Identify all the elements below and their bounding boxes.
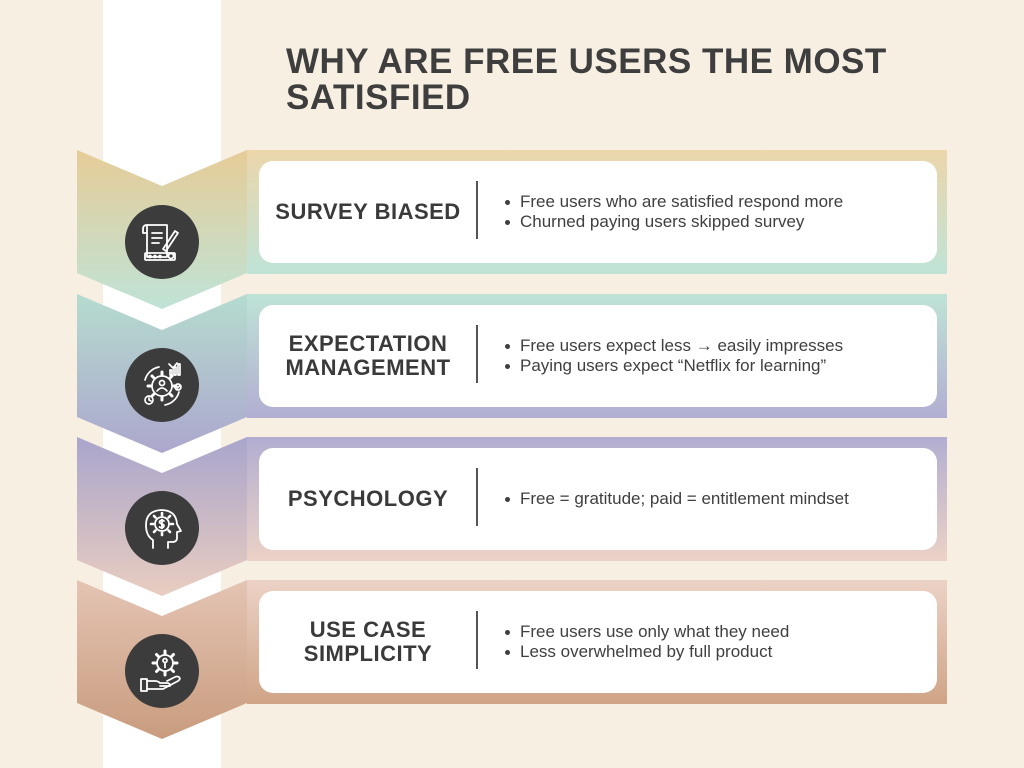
- bullet-item: Free users expect less → easily impresse…: [503, 336, 923, 356]
- bullet-list: Free = gratitude; paid = entitlement min…: [503, 448, 923, 550]
- card-expectation-management: EXPECTATION MANAGEMENT Free users expect…: [259, 305, 937, 407]
- divider: [476, 611, 478, 669]
- card-title: PSYCHOLOGY: [287, 486, 449, 511]
- card-title: EXPECTATION MANAGEMENT: [285, 331, 451, 380]
- head-mindset-icon: [125, 491, 199, 565]
- card-title: SURVEY BIASED: [275, 199, 461, 224]
- bullet-item: Paying users expect “Netflix for learnin…: [503, 356, 923, 376]
- bullet-list: Free users expect less → easily impresse…: [503, 305, 923, 407]
- divider: [476, 181, 478, 239]
- card-psychology: PSYCHOLOGY Free = gratitude; paid = enti…: [259, 448, 937, 550]
- bullet-item: Churned paying users skipped survey: [503, 212, 923, 232]
- divider: [476, 325, 478, 383]
- page-title: WHY ARE FREE USERS THE MOST SATISFIED: [286, 42, 887, 117]
- card-title: USE CASE SIMPLICITY: [303, 617, 433, 666]
- bullet-item: Free = gratitude; paid = entitlement min…: [503, 489, 923, 509]
- bullet-list: Free users who are satisfied respond mor…: [503, 161, 923, 263]
- card-use-case-simplicity: USE CASE SIMPLICITY Free users use only …: [259, 591, 937, 693]
- divider: [476, 468, 478, 526]
- bullet-list: Free users use only what they need Less …: [503, 591, 923, 693]
- bullet-item: Less overwhelmed by full product: [503, 642, 923, 662]
- card-survey-biased: SURVEY BIASED Free users who are satisfi…: [259, 161, 937, 263]
- hand-gear-icon: [125, 634, 199, 708]
- survey-document-icon: [125, 205, 199, 279]
- bullet-item: Free users who are satisfied respond mor…: [503, 192, 923, 212]
- gear-person-cycle-icon: [125, 348, 199, 422]
- bullet-item: Free users use only what they need: [503, 622, 923, 642]
